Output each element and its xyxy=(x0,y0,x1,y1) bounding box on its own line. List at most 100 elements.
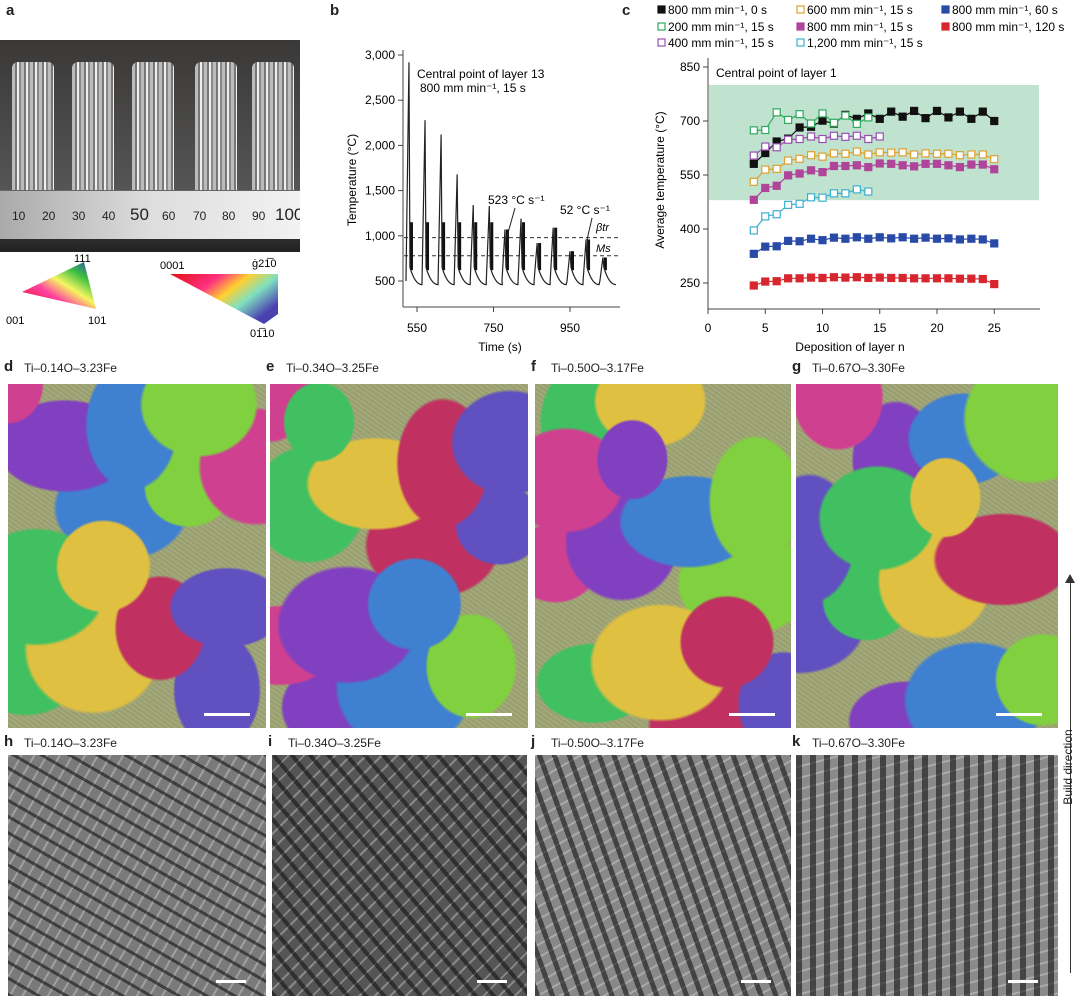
data-point xyxy=(749,151,758,160)
x-tick-label: 0 xyxy=(705,321,712,335)
y-tick-label: 400 xyxy=(680,222,700,236)
data-point xyxy=(818,168,827,177)
ipf-label: 111 xyxy=(74,253,91,265)
data-point xyxy=(784,200,793,209)
data-point xyxy=(806,166,816,175)
panel-label-j: j xyxy=(531,733,536,750)
panel-title: Ti–0.67O–3.30Fe xyxy=(812,736,905,750)
panel-label-e: e xyxy=(266,358,275,375)
data-point xyxy=(990,239,999,248)
data-point xyxy=(852,233,861,242)
data-point xyxy=(761,142,770,151)
data-point xyxy=(990,279,999,289)
data-point xyxy=(829,149,839,158)
data-point xyxy=(772,143,781,152)
data-point xyxy=(818,116,827,125)
thermal-cycle-burst xyxy=(426,222,430,271)
panel-title: Ti–0.14O–3.23Fe xyxy=(24,361,117,375)
ipf-label: ġ21̅0 xyxy=(252,258,276,270)
annotation-pointer xyxy=(586,217,593,241)
data-point xyxy=(967,160,976,169)
series-line xyxy=(753,236,995,255)
data-point xyxy=(829,161,839,171)
data-point xyxy=(864,187,873,196)
annotation-pointer xyxy=(505,207,516,241)
data-point xyxy=(967,114,976,123)
legend-marker xyxy=(796,38,805,47)
average-temperature-chart: 250 400 550 700 850 0 5 10 15 20 25 Deposition of l… xyxy=(653,3,1064,354)
thermal-cycle-burst xyxy=(490,222,494,271)
thermal-cycle-burst xyxy=(554,227,558,271)
data-point xyxy=(806,193,816,202)
y-tick-label: 850 xyxy=(680,60,700,74)
data-point xyxy=(841,234,850,243)
data-point xyxy=(990,155,999,164)
data-point xyxy=(944,149,953,158)
legend-label: 200 mm min⁻¹, 15 s xyxy=(668,20,774,34)
data-point xyxy=(887,159,896,168)
data-point xyxy=(761,212,770,221)
legend-label: 800 mm min⁻¹, 0 s xyxy=(668,3,767,17)
y-tick-label: 500 xyxy=(375,274,395,288)
data-point xyxy=(955,107,964,116)
data-point xyxy=(772,277,781,286)
data-point xyxy=(887,234,896,243)
y-axis-label: Temperature (°C) xyxy=(345,134,359,226)
data-point xyxy=(910,234,919,243)
data-point xyxy=(990,165,999,174)
data-point xyxy=(795,134,804,144)
panel-label-k: k xyxy=(792,733,801,750)
hexagonal-ipf-triangle xyxy=(170,274,278,324)
temperature-trace xyxy=(405,62,616,286)
panel-label-h: h xyxy=(4,733,14,750)
data-point xyxy=(978,274,987,284)
x-axis-label: Time (s) xyxy=(478,340,522,354)
annotation-ms: Ms xyxy=(596,243,611,255)
data-point xyxy=(761,165,770,174)
data-point xyxy=(875,273,884,282)
data-point xyxy=(772,181,781,190)
ipf-label: 0001 xyxy=(160,260,184,272)
data-point xyxy=(955,151,964,160)
data-point xyxy=(898,233,907,242)
data-point xyxy=(955,162,964,172)
data-point xyxy=(887,148,896,157)
y-axis-label: Average temperature (°C) xyxy=(653,111,667,248)
x-tick-label: 550 xyxy=(407,321,427,335)
panel-label-a: a xyxy=(6,2,15,19)
ipf-legends: 111 001 101 0001 ġ21̅0 01̅10 xyxy=(6,253,278,340)
data-point xyxy=(772,210,781,219)
panel-title: Ti–0.14O–3.23Fe xyxy=(24,736,117,750)
data-point xyxy=(921,233,930,242)
data-point xyxy=(990,116,999,126)
data-point xyxy=(749,249,758,258)
x-tick-label: 10 xyxy=(816,321,830,335)
data-point xyxy=(875,159,884,168)
data-point xyxy=(852,185,861,194)
legend-marker xyxy=(796,5,805,14)
arrow-head-icon xyxy=(1065,574,1075,583)
ruler-label: 100 xyxy=(275,205,300,224)
data-point xyxy=(761,125,770,135)
panel-label-f: f xyxy=(531,358,536,375)
legend-label: 400 mm min⁻¹, 15 s xyxy=(668,36,774,50)
data-point xyxy=(910,106,919,116)
data-point xyxy=(818,109,827,118)
data-point xyxy=(978,107,987,116)
annotation-beta-tr: βtr xyxy=(595,222,610,234)
data-point xyxy=(932,274,942,283)
data-point xyxy=(898,161,907,170)
data-point xyxy=(818,193,827,202)
panel-label-d: d xyxy=(4,358,14,375)
x-axis-label: Deposition of layer n xyxy=(795,340,904,354)
ruler-label: 60 xyxy=(162,209,176,223)
sem-micrograph xyxy=(272,755,527,996)
data-point xyxy=(852,131,861,140)
y-tick-label: 1,500 xyxy=(365,184,395,198)
legend-label: 800 mm min⁻¹, 120 s xyxy=(952,20,1064,34)
x-tick-label: 20 xyxy=(930,321,944,335)
data-point xyxy=(784,135,793,144)
data-point xyxy=(932,234,942,243)
scale-bar xyxy=(729,713,775,716)
data-point xyxy=(864,113,873,122)
